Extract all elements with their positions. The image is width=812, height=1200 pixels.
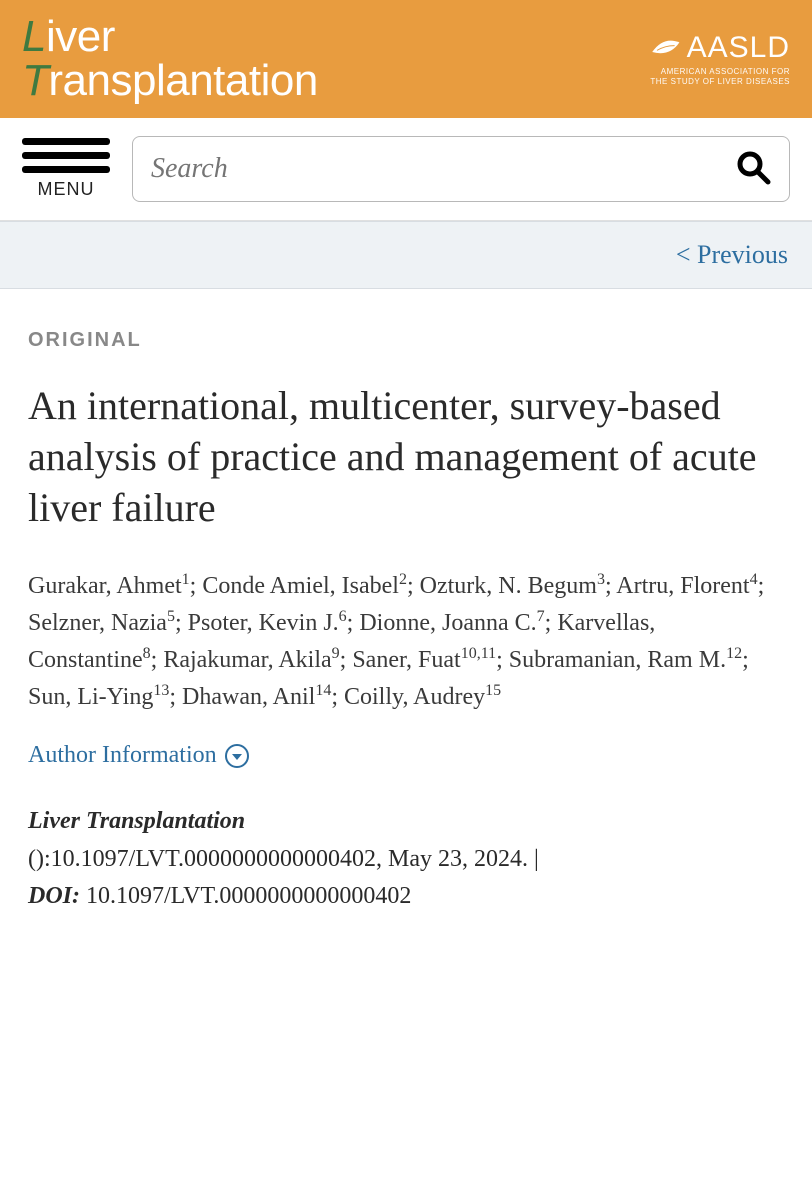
logo-rest-2: ransplantation	[48, 56, 317, 105]
author-info-label: Author Information	[28, 742, 217, 769]
logo-rest-1: iver	[46, 12, 115, 61]
citation-line: ():10.1097/LVT.0000000000000402, May 23,…	[28, 841, 784, 878]
chevron-down-icon	[225, 744, 249, 768]
article-body: ORIGINAL An international, multicenter, …	[0, 289, 812, 935]
author-info-toggle[interactable]: Author Information	[28, 742, 249, 769]
menu-button[interactable]: MENU	[22, 138, 110, 200]
doi-line: DOI: 10.1097/LVT.0000000000000402	[28, 878, 784, 915]
publisher-logo: AASLD	[649, 31, 790, 65]
logo-accent-1: L	[22, 12, 46, 61]
prev-bar: < Previous	[0, 221, 812, 289]
journal-logo: Liver Transplantation	[22, 15, 318, 103]
journal-name: Liver Transplantation	[28, 803, 784, 840]
logo-accent-2: T	[22, 56, 48, 105]
hamburger-icon	[22, 138, 110, 173]
menu-label: MENU	[38, 179, 95, 200]
publisher-block: AASLD AMERICAN ASSOCIATION FOR THE STUDY…	[649, 31, 790, 88]
search-input[interactable]	[151, 153, 735, 185]
publisher-sub: AMERICAN ASSOCIATION FOR THE STUDY OF LI…	[650, 67, 790, 88]
previous-link[interactable]: < Previous	[676, 240, 788, 269]
journal-banner: Liver Transplantation AASLD AMERICAN ASS…	[0, 0, 812, 118]
publication-meta: Liver Transplantation ():10.1097/LVT.000…	[28, 803, 784, 915]
search-icon[interactable]	[735, 149, 771, 190]
article-title: An international, multicenter, survey-ba…	[28, 380, 784, 534]
nav-row: MENU	[0, 118, 812, 221]
leaf-icon	[649, 37, 681, 59]
article-type: ORIGINAL	[28, 329, 784, 352]
publisher-name: AASLD	[687, 31, 790, 65]
search-wrap	[132, 136, 790, 202]
author-list: Gurakar, Ahmet1; Conde Amiel, Isabel2; O…	[28, 568, 784, 717]
